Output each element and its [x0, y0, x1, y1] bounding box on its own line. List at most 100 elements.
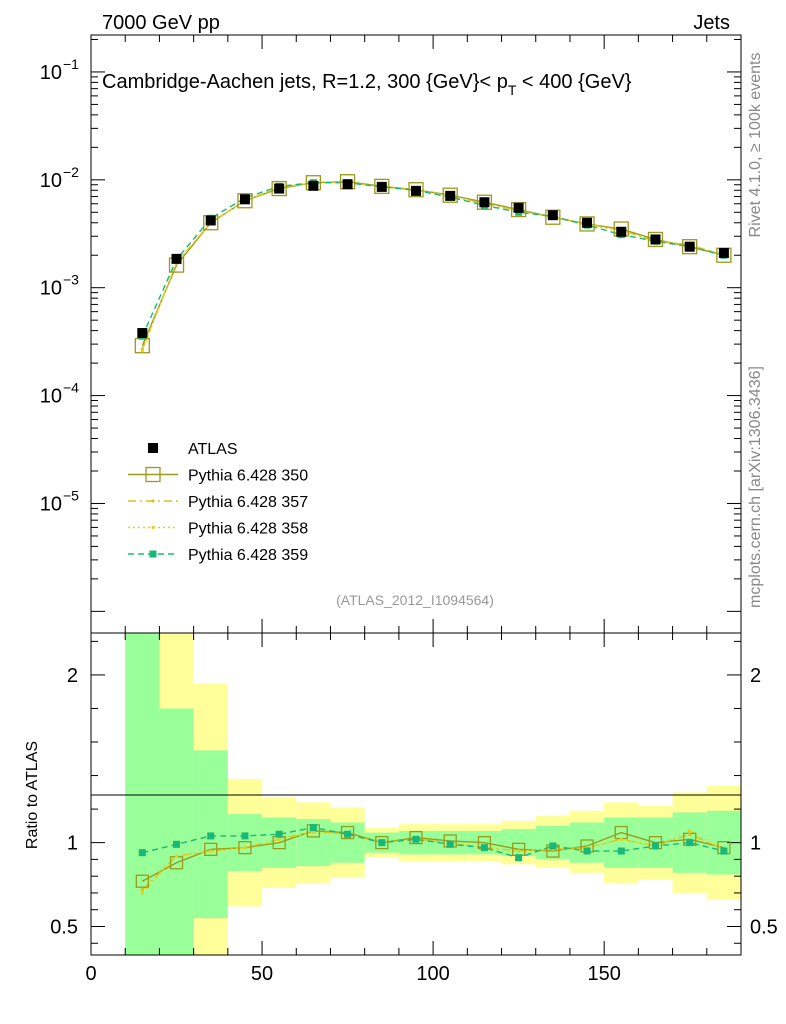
- pythia-350-marker: [682, 239, 698, 255]
- pythia-359-marker: [686, 839, 694, 847]
- green-band: [159, 708, 194, 955]
- y-tick-exponent: −4: [63, 380, 79, 396]
- uncertainty-bands: [125, 633, 741, 955]
- pythia-358-marker: [140, 349, 144, 353]
- pythia-359-marker: [617, 847, 625, 855]
- pythia-350-marker: [409, 830, 423, 845]
- main-plot-panel: 10−110−210−310−410−5 Cambridge-Aachen je…: [40, 34, 742, 634]
- pythia-359-marker: [651, 842, 659, 850]
- ratio-plot-frame: [90, 632, 742, 956]
- green-band: [125, 633, 160, 955]
- pythia-358-marker: [619, 837, 623, 841]
- pythia-350-marker: [237, 193, 253, 209]
- x-tick-label: 150: [587, 963, 620, 985]
- atlas-data-point: [308, 180, 319, 191]
- pythia-359-marker: [412, 835, 420, 843]
- pythia-350-marker: [238, 841, 252, 855]
- green-band: [330, 822, 365, 863]
- atlas-data-point: [547, 210, 558, 221]
- pythia-359-marker: [241, 832, 249, 840]
- atlas-data-point: [171, 253, 182, 264]
- pythia-358-marker: [517, 849, 521, 853]
- pythia-358-marker: [140, 891, 144, 895]
- legend: ATLAS Pythia 6.428 350 Pythia 6.428 357 Pyt…: [128, 441, 308, 564]
- pythia-358-marker: [151, 525, 155, 530]
- atlas-data-point: [342, 179, 353, 190]
- atlas-data-point: [718, 247, 729, 258]
- pythia-358-marker: [688, 829, 692, 833]
- x-tick-labels: 0 50 100 150: [85, 963, 620, 985]
- atlas-data-point: [445, 190, 456, 201]
- ratio-series-markers: [135, 824, 731, 895]
- ratio-y-tick-label-right: 2: [750, 665, 761, 687]
- pythia-359-marker: [378, 839, 386, 847]
- legend-label: Pythia 6.428 358: [188, 521, 308, 538]
- y-tick-exponent: −3: [63, 272, 79, 288]
- ratio-y-tick-label: 2: [67, 665, 78, 687]
- ratio-y-tick-label: 1: [67, 833, 78, 855]
- y-tick-label: 10: [40, 170, 62, 192]
- plot-title: Cambridge-Aachen jets, R=1.2, 300 {GeV}<…: [102, 71, 632, 98]
- pythia-350-marker: [375, 835, 389, 850]
- atlas-data-point: [616, 226, 627, 237]
- pythia-358-marker: [243, 846, 247, 850]
- pythia-350-marker: [647, 231, 664, 248]
- pythia-359-marker: [583, 847, 591, 855]
- pythia-359-marker: [446, 840, 454, 848]
- series-line-pythia-6-428-359: [141, 182, 725, 337]
- top-series-lines: [141, 181, 725, 352]
- legend-label: Pythia 6.428 350: [188, 468, 308, 485]
- pythia-358-marker: [174, 854, 179, 858]
- atlas-data-point: [479, 197, 490, 208]
- green-band: [604, 817, 639, 868]
- y-tick-label: 10: [40, 62, 62, 84]
- pythia-350-marker: [374, 178, 390, 194]
- atlas-data-point: [582, 217, 593, 228]
- series-line-pythia-6-428-358: [141, 181, 725, 352]
- ratio-y-tick-label-right: 1: [750, 833, 761, 855]
- pythia-357-marker: [151, 499, 155, 503]
- pythia-359-marker: [275, 830, 283, 838]
- ratio-axis-ticks: 2 2 1 1 0.5 0.5: [50, 633, 778, 955]
- pythia-350-marker: [476, 194, 493, 210]
- rivet-label: Rivet 4.1.0, ≥ 100k events: [747, 53, 764, 238]
- atlas-data-point: [376, 181, 387, 192]
- y-tick-label: 10: [40, 278, 62, 300]
- legend-atlas-marker: [148, 443, 158, 453]
- atlas-data-point: [684, 241, 695, 252]
- atlas-data-point: [650, 234, 661, 245]
- pythia-350-marker: [145, 466, 161, 483]
- top-axis-ticks: 10−110−210−310−410−5: [40, 35, 742, 633]
- legend-label: Pythia 6.428 359: [188, 547, 308, 564]
- pythia-359-marker: [207, 832, 215, 840]
- top-plot-frame: [90, 34, 742, 634]
- pythia-357-marker: [688, 832, 692, 836]
- x-tick-label: 100: [416, 963, 449, 985]
- pythia-350-marker: [340, 825, 355, 840]
- ratio-ylabel: Ratio to ATLAS: [24, 741, 41, 849]
- ratio-y-tick-label: 0.5: [50, 916, 78, 938]
- ratio-line-pythia-6-428-358: [141, 830, 725, 894]
- pythia-350-marker: [510, 201, 527, 218]
- x-tick-label: 0: [85, 963, 96, 985]
- y-tick-exponent: −1: [63, 56, 79, 72]
- ratio-y-tick-label-right: 0.5: [750, 916, 778, 938]
- green-band: [227, 814, 263, 872]
- y-tick-label: 10: [40, 493, 62, 515]
- pythia-359-marker: [720, 847, 728, 855]
- pythia-350-marker: [135, 874, 149, 888]
- atlas-data-point: [513, 202, 524, 213]
- atlas-data-point: [205, 215, 216, 226]
- pythia-350-marker: [204, 842, 218, 856]
- mcplots-label: mcplots.cern.ch [arXiv:1306.3436]: [747, 366, 764, 608]
- pythia-359-marker: [480, 844, 488, 852]
- pythia-358-marker: [209, 849, 213, 853]
- pythia-358-marker: [277, 837, 281, 841]
- analysis-id: (ATLAS_2012_I1094564): [336, 592, 494, 608]
- atlas-data-point: [274, 183, 285, 194]
- legend-label: Pythia 6.428 357: [188, 494, 308, 511]
- pythia-359-marker: [344, 830, 352, 838]
- header-right: Jets: [693, 12, 730, 34]
- atlas-data-point: [239, 194, 250, 205]
